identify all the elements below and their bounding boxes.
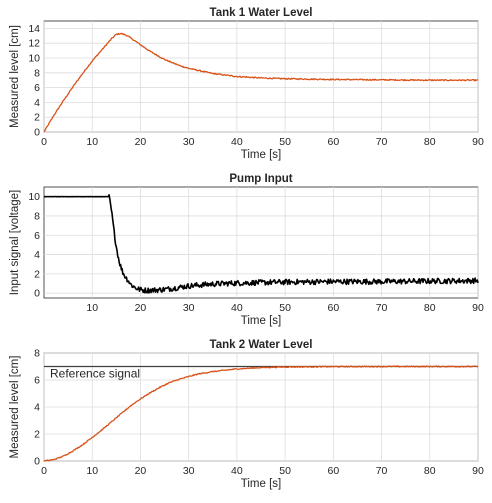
chart-panel-3: 0 10 20 30 40 50 60 70 80 90 0 2 4 6 8 Tank 2 Water Lev… (9, 339, 484, 490)
y-axis-label: Input signal [voltage] (9, 190, 21, 296)
x-tick-label: 10 (86, 302, 98, 314)
x-tick-label: 50 (279, 465, 291, 477)
y-tick-label: 8 (34, 210, 40, 222)
y-tick-label: 4 (34, 249, 40, 261)
y-axis-label: Measured level [cm] (9, 356, 21, 459)
x-tick-label: 80 (424, 465, 436, 477)
y-tick-label: 14 (28, 23, 40, 35)
x-tick-label: 20 (135, 465, 147, 477)
x-tick-label: 60 (327, 136, 339, 148)
series-line-1 (43, 194, 479, 294)
y-tick-label: 10 (28, 53, 40, 65)
x-tick-label: 20 (135, 136, 147, 148)
x-tick-label: 70 (376, 465, 388, 477)
y-tick-label: 0 (34, 288, 40, 300)
y-tick-label: 4 (34, 97, 40, 109)
x-tick-label: 90 (472, 136, 484, 148)
x-tick-label: 40 (231, 136, 243, 148)
series-line-1 (43, 32, 479, 133)
x-tick-label: 80 (424, 136, 436, 148)
x-tick-label: 50 (279, 302, 291, 314)
y-tick-label: 0 (34, 456, 40, 468)
series-line-2 (43, 365, 479, 462)
y-tick-label: 2 (34, 429, 40, 441)
y-tick-label: 6 (34, 230, 40, 242)
chart-title: Tank 1 Water Level (210, 7, 313, 19)
y-axis-label: Measured level [cm] (9, 25, 21, 128)
x-tick-label: 60 (327, 465, 339, 477)
x-tick-label: 10 (86, 136, 98, 148)
chart-title: Tank 2 Water Level (210, 339, 313, 351)
y-tick-label: 4 (34, 402, 40, 414)
y-tick-label: 0 (34, 127, 40, 139)
x-axis-label: Time [s] (241, 149, 281, 161)
x-tick-label: 50 (279, 136, 291, 148)
x-tick-label: 40 (231, 465, 243, 477)
x-tick-label: 0 (41, 465, 47, 477)
y-tick-label: 2 (34, 112, 40, 124)
x-tick-label: 60 (327, 302, 339, 314)
y-tick-label: 6 (34, 375, 40, 387)
x-tick-label: 20 (135, 302, 147, 314)
x-tick-label: 70 (376, 136, 388, 148)
y-tick-label: 2 (34, 268, 40, 280)
y-tick-label: 12 (28, 38, 40, 50)
x-axis-label: Time [s] (241, 478, 281, 490)
chart-title: Pump Input (229, 173, 292, 185)
x-tick-label: 90 (472, 465, 484, 477)
y-tick-label: 8 (34, 67, 40, 79)
plot-area (43, 20, 479, 133)
chart-panel-2: 10 20 30 40 50 60 70 80 90 0 2 4 6 8 10 Pump Input Time … (9, 173, 484, 327)
x-tick-label: 30 (183, 136, 195, 148)
x-tick-label: 80 (424, 302, 436, 314)
x-axis-label: Time [s] (241, 315, 281, 327)
reference-signal-annotation: Reference signal (50, 366, 140, 380)
y-tick-label: 6 (34, 82, 40, 94)
y-tick-label: 8 (34, 348, 40, 360)
x-tick-label: 30 (183, 465, 195, 477)
x-tick-label: 90 (472, 302, 484, 314)
y-tick-label: 10 (28, 191, 40, 203)
x-tick-label: 30 (183, 302, 195, 314)
x-tick-label: 10 (86, 465, 98, 477)
x-tick-label: 40 (231, 302, 243, 314)
x-tick-label: 0 (41, 136, 47, 148)
x-tick-label: 70 (376, 302, 388, 314)
